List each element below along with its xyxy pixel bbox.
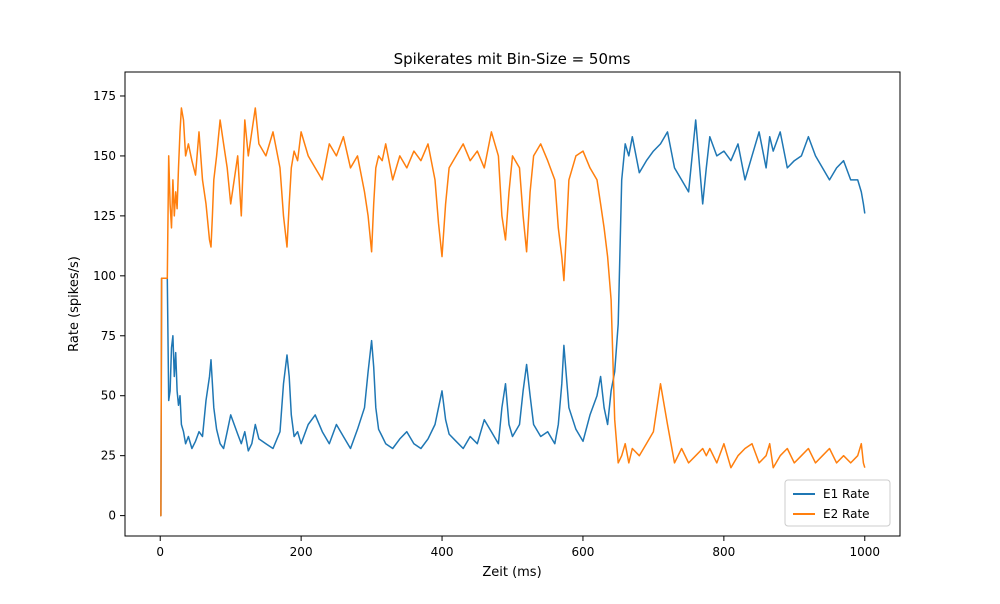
legend-label-2: E2 Rate: [823, 507, 870, 521]
y-tick-label: 175: [93, 89, 116, 103]
x-tick-label: 800: [712, 545, 735, 559]
plot-frame: [124, 71, 901, 537]
y-tick-label: 125: [93, 209, 116, 223]
y-tick-label: 25: [101, 449, 116, 463]
legend: E1 Rate E2 Rate: [784, 479, 891, 527]
x-tick-label: 600: [572, 545, 595, 559]
y-axis-label: Rate (spikes/s): [67, 256, 82, 352]
x-tick-label: 400: [431, 545, 454, 559]
x-tick-label: 200: [290, 545, 313, 559]
y-tick-label: 150: [93, 149, 116, 163]
y-tick-label: 0: [108, 509, 116, 523]
chart-title: Spikerates mit Bin-Size = 50ms: [394, 50, 631, 68]
y-tick-label: 100: [93, 269, 116, 283]
y-tick-label: 75: [101, 329, 116, 343]
x-axis-label: Zeit (ms): [482, 565, 541, 580]
series-line-2: [160, 107, 866, 517]
y-tick-label: 50: [101, 389, 116, 403]
series-line-1: [160, 119, 866, 517]
x-tick-label: 0: [156, 545, 164, 559]
legend-label-1: E1 Rate: [823, 487, 870, 501]
x-tick-label: 1000: [849, 545, 880, 559]
